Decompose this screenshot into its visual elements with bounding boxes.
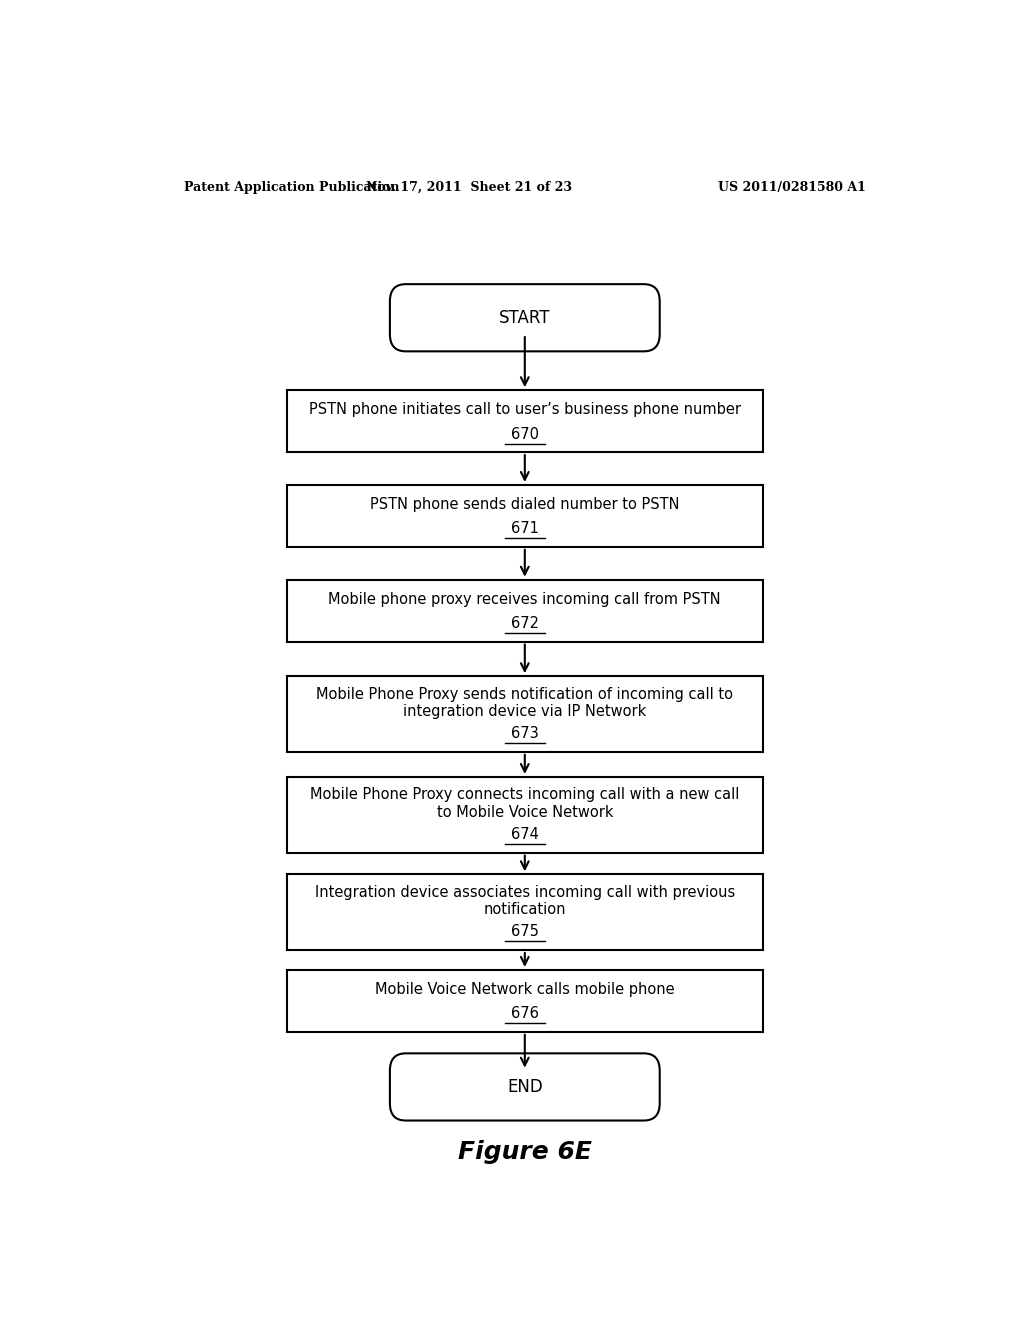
Text: Integration device associates incoming call with previous
notification: Integration device associates incoming c…: [314, 884, 735, 917]
Bar: [287, 484, 763, 546]
Text: Mobile Phone Proxy connects incoming call with a new call
to Mobile Voice Networ: Mobile Phone Proxy connects incoming cal…: [310, 787, 739, 820]
Text: 676: 676: [511, 1006, 539, 1022]
Text: PSTN phone initiates call to user’s business phone number: PSTN phone initiates call to user’s busi…: [309, 403, 740, 417]
FancyBboxPatch shape: [390, 284, 659, 351]
Text: 672: 672: [511, 616, 539, 631]
Text: 670: 670: [511, 426, 539, 441]
Text: Mobile Voice Network calls mobile phone: Mobile Voice Network calls mobile phone: [375, 982, 675, 997]
Text: START: START: [499, 309, 551, 327]
Bar: [287, 777, 763, 853]
Text: END: END: [507, 1078, 543, 1096]
Text: 675: 675: [511, 924, 539, 940]
Bar: [287, 874, 763, 950]
Bar: [287, 676, 763, 752]
Text: Figure 6E: Figure 6E: [458, 1140, 592, 1164]
Bar: [287, 579, 763, 642]
Bar: [287, 970, 763, 1032]
Text: Mobile Phone Proxy sends notification of incoming call to
integration device via: Mobile Phone Proxy sends notification of…: [316, 686, 733, 719]
Text: Patent Application Publication: Patent Application Publication: [183, 181, 399, 194]
Text: 673: 673: [511, 726, 539, 742]
Text: Nov. 17, 2011  Sheet 21 of 23: Nov. 17, 2011 Sheet 21 of 23: [367, 181, 572, 194]
Text: 674: 674: [511, 828, 539, 842]
Text: US 2011/0281580 A1: US 2011/0281580 A1: [718, 181, 866, 194]
Bar: [287, 391, 763, 453]
FancyBboxPatch shape: [390, 1053, 659, 1121]
Text: 671: 671: [511, 521, 539, 536]
Text: PSTN phone sends dialed number to PSTN: PSTN phone sends dialed number to PSTN: [370, 498, 680, 512]
Text: Mobile phone proxy receives incoming call from PSTN: Mobile phone proxy receives incoming cal…: [329, 591, 721, 607]
